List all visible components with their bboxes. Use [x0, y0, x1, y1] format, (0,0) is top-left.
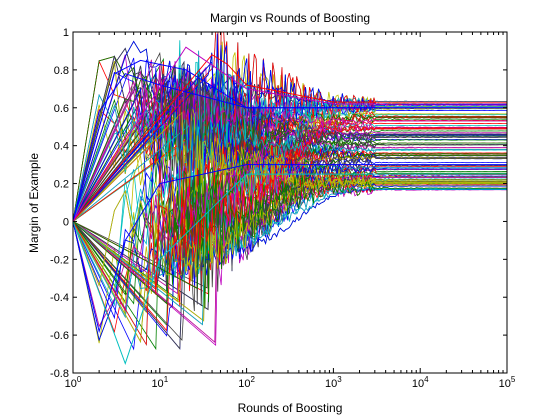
- margin-line: [73, 60, 507, 222]
- x-tick-label-base: 10: [325, 378, 337, 390]
- margin-line-outer: [73, 164, 507, 334]
- y-tick-label: 0.4: [54, 141, 69, 153]
- margin-line: [73, 152, 507, 287]
- margin-line: [73, 76, 507, 222]
- margin-line: [73, 172, 507, 291]
- x-tick-label: 101: [151, 375, 168, 390]
- margin-line: [73, 50, 507, 222]
- margin-line: [73, 55, 507, 222]
- y-tick-label: 0: [63, 216, 69, 228]
- y-tick-label: 0.6: [54, 103, 69, 115]
- margin-line: [73, 108, 507, 222]
- x-tick-label: 100: [65, 375, 82, 390]
- y-tick-label: 0.2: [54, 179, 69, 191]
- x-tick-label-exponent: 2: [250, 375, 255, 384]
- x-tick-label-exponent: 1: [164, 375, 169, 384]
- x-tick-label-exponent: 5: [511, 375, 516, 384]
- x-tick-label-base: 10: [65, 378, 77, 390]
- y-tick-label: 0.8: [54, 65, 69, 77]
- margin-line: [73, 153, 507, 296]
- margin-line: [73, 124, 507, 346]
- x-tick-label: 102: [238, 375, 255, 390]
- x-tick-label: 105: [499, 375, 516, 390]
- margin-line: [73, 113, 507, 291]
- margin-line-outer: [73, 54, 507, 222]
- margin-line: [73, 175, 507, 303]
- x-tick-label-base: 10: [151, 378, 163, 390]
- margin-line: [73, 124, 507, 309]
- margin-line-outer: [73, 59, 507, 222]
- x-tick-label-exponent: 3: [337, 375, 342, 384]
- x-tick-label: 104: [412, 375, 429, 390]
- y-axis-label: Margin of Example: [27, 153, 41, 253]
- margin-line: [73, 125, 507, 350]
- x-tick-label-base: 10: [499, 378, 511, 390]
- y-tick-label: -0.2: [50, 254, 69, 266]
- margin-lines: [73, 32, 507, 366]
- x-tick-label-base: 10: [238, 378, 250, 390]
- x-tick-label: 103: [325, 375, 342, 390]
- x-axis-label: Rounds of Boosting: [238, 401, 343, 415]
- margin-line-outer: [73, 173, 507, 366]
- y-tick-label: -0.6: [50, 330, 69, 342]
- x-tick-label-exponent: 4: [424, 375, 429, 384]
- margin-line: [73, 160, 507, 309]
- plot-frame: [72, 31, 508, 374]
- y-tick-label: -0.8: [50, 368, 69, 380]
- margin-line-outer: [73, 46, 507, 222]
- chart-title: Margin vs Rounds of Boosting: [210, 11, 370, 25]
- x-tick-label-exponent: 0: [77, 375, 82, 384]
- x-tick-label-base: 10: [412, 378, 424, 390]
- margin-line: [73, 73, 507, 222]
- y-tick-label: 1: [63, 27, 69, 39]
- y-tick-label: -0.4: [50, 292, 69, 304]
